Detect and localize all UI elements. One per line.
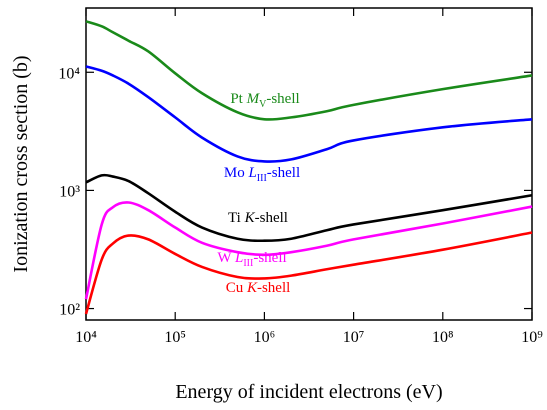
series-label-part: III	[257, 173, 267, 184]
series-label-part: W	[217, 250, 235, 266]
series-label: Mo LIII-shell	[224, 165, 300, 184]
x-tick-label: 10⁵	[164, 329, 186, 346]
series-label-part: III	[243, 258, 253, 269]
series-label-part: K	[246, 280, 258, 296]
series-label-part: Mo	[224, 165, 249, 181]
series-label-part: K	[244, 210, 256, 226]
x-tick-label: 10⁷	[343, 329, 365, 346]
y-tick-label: 10³	[59, 183, 80, 200]
y-axis-label: Ionization cross section (b)	[10, 55, 32, 272]
x-tick-label: 10⁴	[75, 329, 97, 346]
series-label: Ti K-shell	[228, 210, 288, 226]
series-label-part: -shell	[253, 250, 286, 266]
plot-frame	[85, 7, 533, 321]
series-label-part: -shell	[257, 280, 290, 296]
series-label: W LIII-shell	[217, 250, 286, 269]
series-line	[85, 173, 533, 243]
series-line	[84, 201, 533, 300]
series-line	[84, 231, 533, 315]
series-line	[85, 65, 533, 163]
series-label-part: -shell	[267, 165, 300, 181]
series-label: Cu K-shell	[226, 280, 291, 296]
series-label-part: -shell	[255, 210, 288, 226]
series-label-part: -shell	[266, 91, 299, 107]
y-tick-label: 10²	[59, 302, 80, 319]
series-label-part: Ti	[228, 210, 245, 226]
series-label-part: L	[247, 165, 256, 181]
x-tick-label: 10⁶	[254, 329, 276, 346]
series-label-part: Pt	[230, 91, 246, 107]
x-tick-label: 10⁸	[432, 329, 454, 346]
series-line	[85, 20, 533, 121]
series-label-part: Cu	[226, 280, 247, 296]
x-axis-label: Energy of incident electrons (eV)	[175, 381, 442, 403]
series-label-part: V	[259, 99, 267, 110]
series-label-part: L	[234, 250, 243, 266]
series-label: Pt MV-shell	[230, 91, 299, 110]
y-tick-label: 10⁴	[58, 65, 80, 82]
x-tick-label: 10⁹	[521, 329, 543, 346]
series-label-part: M	[246, 91, 261, 107]
